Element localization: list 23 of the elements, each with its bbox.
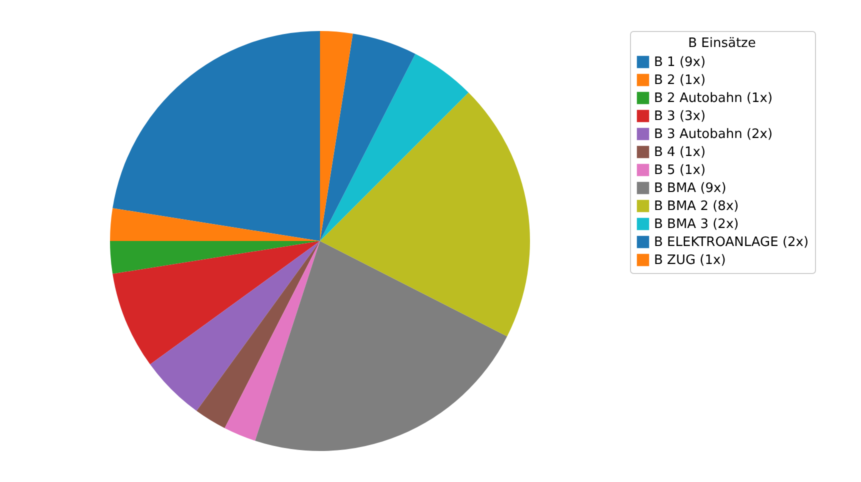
legend-label: B 5 (1x) — [654, 163, 706, 178]
legend-label: B 2 Autobahn (1x) — [654, 91, 773, 106]
pie-slice — [320, 92, 530, 336]
pie-slice — [110, 208, 320, 241]
legend-label: B ELEKTROANLAGE (2x) — [654, 235, 809, 250]
legend-label: B ZUG (1x) — [654, 253, 726, 268]
legend-label: B 4 (1x) — [654, 145, 706, 160]
legend-label: B 1 (9x) — [654, 55, 706, 70]
legend-label: B 2 (1x) — [654, 73, 706, 88]
legend-label: B BMA 3 (2x) — [654, 217, 739, 232]
pie-slice — [112, 241, 320, 364]
pie-slice — [196, 241, 320, 428]
legend-title: B Einsätze — [688, 36, 756, 51]
legend-label: B 3 (3x) — [654, 109, 706, 124]
pie-slice — [320, 31, 353, 241]
pie-slice — [255, 241, 508, 451]
legend-label: B BMA 2 (8x) — [654, 199, 739, 214]
legend-label: B BMA (9x) — [654, 181, 726, 196]
pie-slice — [320, 54, 468, 241]
legend-label: B 3 Autobahn (2x) — [654, 127, 773, 142]
pie-slice — [224, 241, 320, 441]
pie-slice — [110, 241, 320, 274]
pie-slice — [150, 241, 320, 411]
